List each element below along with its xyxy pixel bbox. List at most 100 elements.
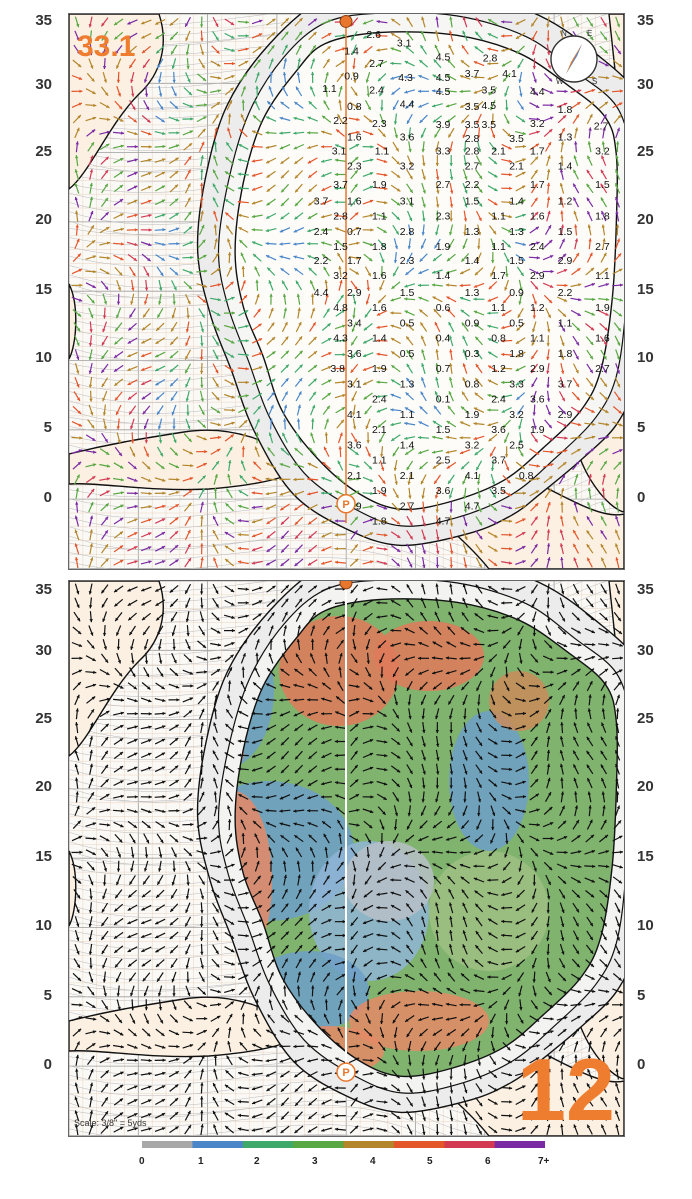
slope-arrow-head [563,298,568,302]
slope-arrow-head [244,61,249,64]
slope-arrow-head [148,712,152,716]
slope-arrow-head [200,736,204,740]
slope-arrow-head [102,315,107,319]
slope-arrow-head [88,370,92,374]
slope-arrow-head [307,242,311,246]
slope-arrow-head [285,31,289,35]
slope-arrow-head [390,47,394,51]
slope-arrow-head [435,597,439,601]
slope-arrow-head [143,631,147,635]
slope-arrow-head [575,23,579,27]
slope-arrow-head [601,777,605,782]
slope-arrow-head [280,727,284,731]
slope-arrow-head [476,481,481,485]
slope-arrow-head [202,475,206,479]
slope-arrow-head [435,509,439,513]
slope-arrow-head [615,750,619,754]
slope-arrow-head [536,241,540,245]
slope-arrow-head [620,436,623,440]
slope-arrow-head [546,605,550,609]
slope-arrow-head [432,450,436,454]
slope-arrow-head [75,501,79,505]
slope-arrow-head [549,284,554,288]
slope-arrow-head [354,724,359,728]
slope-arrow-head [141,381,145,385]
slope-arrow-head [518,425,522,430]
slope-arrow-head [474,271,479,276]
slope-arrow-head [342,380,346,384]
slope-arrow-head [185,342,189,346]
slope-arrow-head [379,286,383,291]
slope-arrow-head [75,141,79,145]
slope-arrow-head [200,722,204,726]
slope-arrow-head [475,598,479,603]
slope-arrow-head [354,157,359,161]
slope-arrow-head [534,516,538,520]
slope-arrow-head [266,755,271,759]
slope-arrow-head [369,185,374,189]
slope-arrow-head [477,148,482,153]
slope-arrow-head [564,283,568,288]
slope-arrow-head [436,757,440,761]
slope-arrow-head [271,32,276,36]
slope-arrow-head [591,409,595,413]
slope-arrow-head [395,147,399,152]
slope-arrow-head [354,558,359,563]
slope-arrow-head [114,589,118,593]
slope-arrow-head [279,477,283,482]
slope-arrow-head [362,367,367,371]
slope-arrow-head [591,283,595,287]
slope-arrow-head [170,603,174,607]
slope-arrow-head [188,778,192,783]
slope-arrow-head [334,725,339,729]
slope-arrow-head [245,20,249,24]
slope-arrow-head [573,210,577,215]
slope-arrow-head [127,367,131,371]
slope-arrow-head [283,418,287,422]
slope-arrow-head [422,509,426,513]
slope-value: 1.7 [530,179,545,191]
slope-arrow-head [577,448,581,452]
slope-arrow-head [185,590,189,594]
slope-value: 1.8 [372,241,387,253]
slope-arrow-head [89,736,93,740]
slope-arrow-head [615,529,619,534]
slope-arrow-head [237,560,242,564]
slope-arrow-head [189,104,193,108]
slope-arrow-head [322,682,326,686]
slope-arrow-head [615,501,619,505]
slope-arrow-head [231,421,235,425]
slope-arrow-head [311,418,315,422]
pin-dot-icon [339,14,353,28]
slope-arrow-head [547,51,551,56]
slope-arrow-head [574,224,578,228]
slope-arrow-head [244,407,249,411]
slope-value: 1.8 [558,104,573,116]
slope-arrow-head [563,102,568,106]
slope-arrow-head [172,301,176,305]
slope-arrow-head [396,548,401,552]
slope-value: 0.9 [465,317,480,329]
slope-arrow-head [127,340,132,344]
slope-arrow-head [270,307,274,312]
slope-value: 4.3 [333,333,348,345]
slope-arrow-head [148,242,152,247]
slope-arrow-head [449,30,453,34]
slope-arrow-head [365,425,369,430]
slope-arrow-head [313,599,317,603]
slope-arrow-head [134,132,138,136]
slope-arrow-head [586,169,590,174]
slope-arrow-head [321,228,325,232]
slope-arrow-head [78,102,82,106]
slope-value: 2.8 [465,146,480,158]
slope-arrow-head [590,617,595,621]
slope-arrow-head [92,683,97,687]
slope-arrow-head [549,116,554,120]
slope-arrow-head [447,59,451,63]
slope-arrow-head [213,736,216,740]
slope-arrow-head [391,600,395,604]
slope-arrow-head [251,159,256,163]
slope-arrow-head [605,63,609,67]
slope-arrow-head [279,796,284,800]
slope-arrow-head [204,269,208,273]
